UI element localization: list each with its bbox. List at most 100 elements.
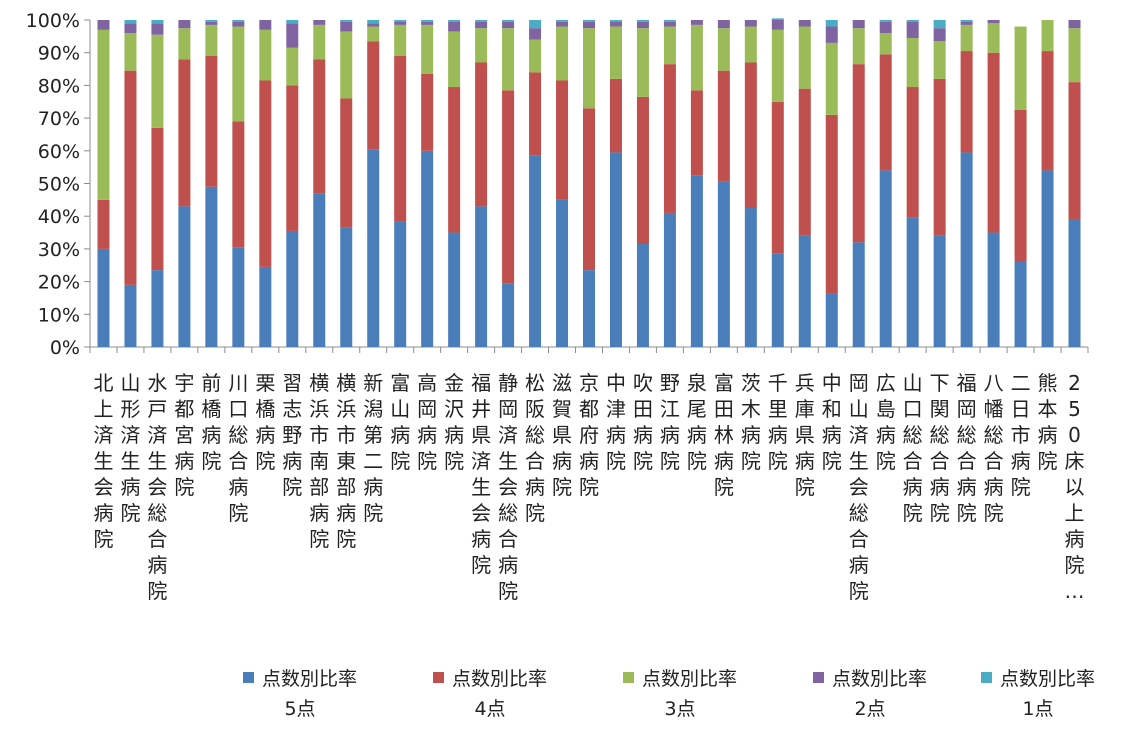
x-category-glyph: 潟 <box>363 397 383 421</box>
bar-segment-3pt <box>690 24 703 91</box>
bar-segment-2pt <box>879 21 892 34</box>
bar-segment-4pt <box>744 62 757 209</box>
x-category-glyph: 千 <box>768 371 788 395</box>
legend-sub-3pt: 3点 <box>664 698 696 720</box>
bar-segment-4pt <box>421 73 434 151</box>
bar-segment-4pt <box>475 62 488 207</box>
x-category-glyph: 病 <box>660 423 680 447</box>
bar-segment-5pt <box>529 155 542 347</box>
x-category-glyph: 病 <box>1011 449 1031 473</box>
x-category-glyph: 野 <box>282 423 302 447</box>
bar-segment-5pt <box>744 208 757 347</box>
x-category-glyph: 院 <box>444 449 464 473</box>
bar-segment-1pt <box>448 20 461 22</box>
x-category-glyph: 庫 <box>795 397 815 421</box>
x-category-glyph: 浜 <box>336 397 356 421</box>
bar-segment-2pt <box>286 23 299 48</box>
bar-segment-1pt <box>583 20 595 22</box>
bar-segment-1pt <box>475 20 488 22</box>
bar-segment-2pt <box>987 20 1000 24</box>
bar-segment-4pt <box>663 64 676 213</box>
x-category-glyph: 院 <box>741 449 761 473</box>
x-category-glyph: 会 <box>471 501 491 525</box>
bar-segment-4pt <box>394 55 407 222</box>
x-category-glyph: 島 <box>876 397 896 421</box>
bar-segment-5pt <box>232 247 245 347</box>
x-category-glyph: 中 <box>606 371 626 395</box>
x-category-glyph: 院 <box>579 475 599 499</box>
x-category-glyph: 岡 <box>849 371 869 395</box>
bar-segment-2pt <box>825 26 838 43</box>
x-category-glyph: 部 <box>336 475 356 499</box>
x-category-glyph: 口 <box>228 397 248 421</box>
bar-segment-5pt <box>421 150 434 347</box>
bar-segment-5pt <box>97 248 110 347</box>
bar-segment-2pt <box>502 21 515 29</box>
x-category-glyph: 院 <box>876 449 896 473</box>
x-category-glyph: 市 <box>309 423 329 447</box>
bar-segment-3pt <box>313 24 326 60</box>
x-category-glyph: 病 <box>822 423 842 447</box>
bar-segment-5pt <box>1068 219 1081 347</box>
bar-segment-5pt <box>124 284 137 347</box>
legend-label-2pt: 点数別比率 <box>831 668 927 690</box>
bar-segment-4pt <box>205 55 218 187</box>
bar-segment-2pt <box>583 21 595 29</box>
x-category-glyph: 東 <box>336 449 356 473</box>
x-category-glyph: 合 <box>147 527 167 551</box>
x-category-glyph: 岡 <box>498 397 518 421</box>
x-category-glyph: 院 <box>552 475 572 499</box>
x-category-glyph: 会 <box>93 475 113 499</box>
bar-segment-5pt <box>340 227 353 347</box>
x-category-glyph: 第 <box>363 423 383 447</box>
x-category-glyph: 病 <box>444 423 464 447</box>
bar-segment-2pt <box>1068 20 1081 29</box>
legend-swatch-1pt <box>980 672 992 683</box>
bar-segment-1pt <box>367 20 380 24</box>
x-category-glyph: 病 <box>903 475 923 499</box>
x-category-glyph: 病 <box>417 423 437 447</box>
x-category-glyph: 病 <box>1038 423 1058 447</box>
y-tick-label: 90% <box>38 43 80 65</box>
x-category-glyph: 院 <box>228 501 248 525</box>
bar-segment-5pt <box>1041 170 1054 347</box>
x-category-glyph: 福 <box>471 371 491 395</box>
chart-legend: 点数別比率 5点 点数別比率 4点 点数別比率 3点 点数別比率 2点 点数別比… <box>0 664 1138 724</box>
bar-segment-3pt <box>1068 28 1081 83</box>
x-category-glyph: 院 <box>714 475 734 499</box>
legend-sub-2pt: 2点 <box>854 698 886 720</box>
x-category-glyph: 5 <box>1068 397 1081 421</box>
x-category-glyph: 横 <box>336 371 356 395</box>
x-category-glyph: 橋 <box>201 397 221 421</box>
x-category-glyph: 院 <box>687 449 707 473</box>
x-category-glyph: 院 <box>1038 449 1058 473</box>
bar-segment-4pt <box>609 78 622 153</box>
x-category-glyph: 金 <box>444 371 464 395</box>
x-category-glyph: 里 <box>768 397 788 421</box>
bar-segment-4pt <box>1068 82 1081 220</box>
x-category-glyph: 横 <box>309 371 329 395</box>
bar-segment-2pt <box>421 21 434 25</box>
x-category-glyph: 合 <box>228 449 248 473</box>
legend-label-4pt: 点数別比率 <box>451 668 547 690</box>
x-category-glyph: 水 <box>147 371 167 395</box>
x-category-glyph: 田 <box>714 397 734 421</box>
x-category-glyph: 病 <box>687 423 707 447</box>
bar-segment-4pt <box>636 96 649 244</box>
x-category-glyph: 病 <box>876 423 896 447</box>
x-category-glyph: 二 <box>363 449 383 473</box>
x-category-glyph: 口 <box>903 397 923 421</box>
bar-segment-5pt <box>879 170 892 347</box>
x-category-glyph: 済 <box>147 423 167 447</box>
legend-swatch-5pt <box>242 672 254 683</box>
x-category-glyph: 院 <box>849 579 869 603</box>
